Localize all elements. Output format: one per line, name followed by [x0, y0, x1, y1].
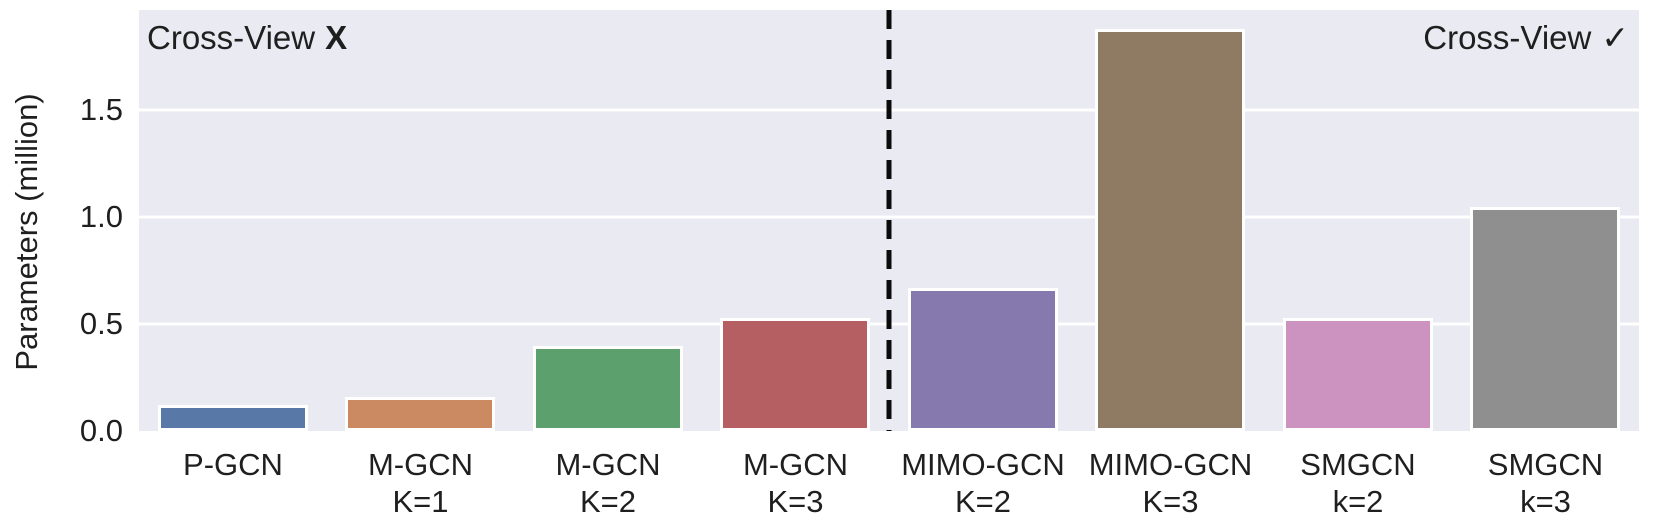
- cross-mark-icon: X: [325, 19, 348, 56]
- annotation-cross-view-no: Cross-View X: [147, 18, 347, 58]
- x-tick-label: SMGCN k=2: [1300, 447, 1416, 519]
- annotation-left-text: Cross-View: [147, 19, 316, 56]
- y-tick-label: 0.0: [79, 413, 123, 448]
- annotation-cross-view-yes: Cross-View ✓: [1423, 18, 1629, 58]
- cross-view-separator-dashed-line: [886, 10, 892, 431]
- x-tick-label: M-GCN K=1: [367, 447, 474, 519]
- y-tick-label: 1.0: [79, 199, 123, 235]
- x-tick-label: M-GCN K=2: [555, 447, 661, 519]
- x-tick-label: SMGCN k=3: [1487, 447, 1604, 519]
- check-mark-icon: ✓: [1601, 19, 1629, 56]
- bar-M-GCN-K=3: [720, 317, 871, 431]
- y-tick-label: 0.5: [79, 306, 123, 342]
- bar-MIMO-GCN-K=2: [907, 287, 1058, 431]
- bar-M-GCN-K=2: [532, 345, 683, 431]
- bar-M-GCN-K=1: [345, 396, 496, 431]
- x-tick-label: MIMO-GCN K=2: [901, 447, 1065, 519]
- bar-SMGCN-k=3: [1470, 206, 1621, 431]
- x-tick-label: MIMO-GCN K=3: [1088, 447, 1253, 519]
- x-tick-label: P-GCN: [183, 447, 283, 482]
- plot-area: Cross-View X Cross-View ✓: [139, 10, 1639, 431]
- y-tick-label: 1.5: [79, 92, 123, 128]
- bar-SMGCN-k=2: [1282, 317, 1433, 431]
- bar-MIMO-GCN-K=3: [1095, 29, 1246, 431]
- annotation-right-text: Cross-View: [1423, 19, 1592, 56]
- x-tick-label: M-GCN K=3: [742, 447, 849, 519]
- bar-P-GCN: [157, 405, 308, 431]
